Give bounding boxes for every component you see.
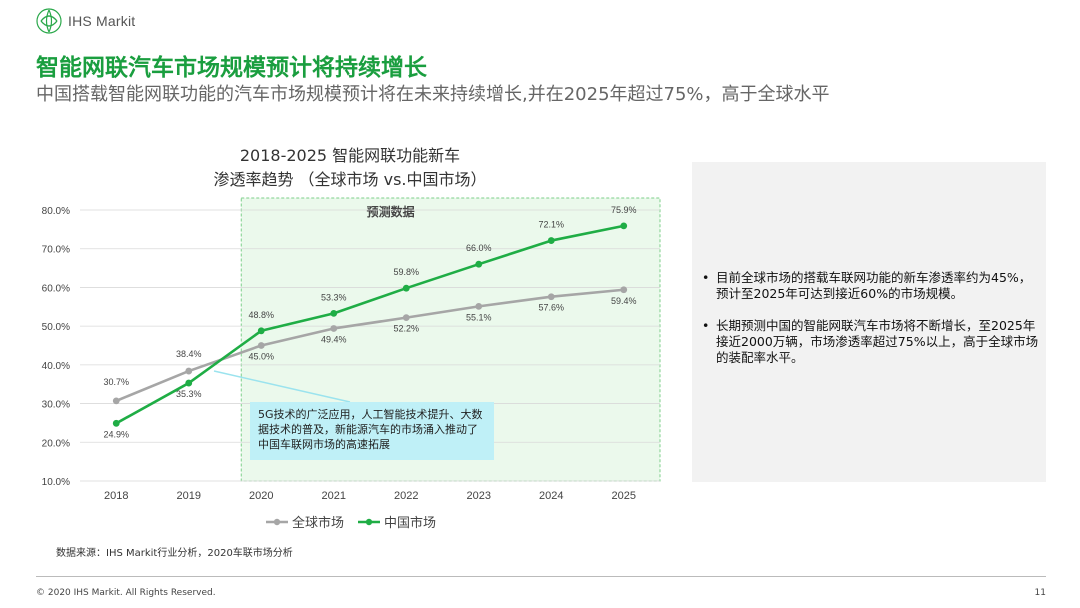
legend-label-global: 全球市场 — [292, 516, 345, 531]
copyright: © 2020 IHS Markit. All Rights Reserved. — [36, 588, 216, 598]
legend-item-china: 中国市场 — [358, 512, 436, 531]
data-label: 59.8% — [393, 267, 419, 277]
data-point — [330, 325, 338, 332]
y-tick-label: 50.0% — [42, 322, 70, 333]
chart-annotation: 5G技术的广泛应用，人工智能技术提升、大数据技术的普及，新能源汽车的市场涌入推动… — [250, 402, 494, 460]
data-label: 45.0% — [248, 352, 274, 362]
data-point — [475, 302, 483, 310]
data-point — [112, 419, 120, 427]
y-tick-label: 20.0% — [42, 438, 70, 449]
data-point — [330, 309, 338, 317]
data-label: 75.9% — [611, 205, 637, 215]
logo-text: IHS Markit — [68, 13, 136, 29]
x-tick-label: 2024 — [539, 490, 563, 502]
data-point — [257, 342, 265, 349]
data-label: 72.1% — [538, 220, 564, 230]
data-point — [620, 286, 628, 294]
data-label: 24.9% — [103, 429, 129, 439]
page-subtitle: 中国搭载智能网联功能的汽车市场规模预计将在未来持续增长,并在2025年超过75%… — [36, 84, 830, 105]
data-point — [547, 237, 555, 244]
chart-legend: 全球市场 中国市场 — [266, 512, 436, 531]
legend-swatch-china — [358, 518, 381, 525]
data-label: 57.6% — [538, 303, 564, 313]
x-tick-label: 2019 — [177, 490, 201, 502]
legend-item-global: 全球市场 — [266, 512, 344, 531]
data-point — [112, 397, 120, 405]
x-tick-label: 2025 — [612, 490, 636, 502]
x-tick-label: 2022 — [394, 490, 418, 502]
forecast-label: 预测数据 — [367, 204, 415, 219]
y-tick-label: 30.0% — [42, 400, 70, 411]
legend-swatch-global — [266, 518, 288, 525]
series-line-china — [115, 224, 625, 425]
y-tick-label: 70.0% — [42, 245, 70, 256]
note-item: 长期预测中国的智能网联汽车市场将不断增长，至2025年接近2000万辆，市场渗透… — [702, 318, 1040, 366]
chart-title-line1: 2018-2025 智能网联功能新车 — [239, 146, 461, 165]
footer-divider — [36, 576, 1046, 577]
chart-title-line2: 渗透率趋势 （全球市场 vs.中国市场） — [213, 170, 487, 189]
data-point — [547, 293, 555, 301]
data-label: 59.4% — [611, 296, 637, 306]
notes-list: 目前全球市场的搭载车联网功能的新车渗透率约为45%，预计至2025年可达到接近6… — [702, 270, 1040, 382]
x-tick-label: 2021 — [322, 490, 346, 502]
data-label: 30.7% — [103, 377, 129, 387]
data-label: 52.2% — [393, 324, 419, 334]
logo: IHS Markit — [36, 8, 135, 34]
data-label: 35.3% — [176, 389, 202, 399]
page-number: 11 — [1034, 588, 1046, 598]
x-tick-label: 2023 — [467, 490, 491, 502]
page-title: 智能网联汽车市场规模预计将持续增长 — [36, 55, 427, 81]
data-point — [185, 379, 193, 387]
notes-panel: 目前全球市场的搭载车联网功能的新车渗透率约为45%，预计至2025年可达到接近6… — [692, 162, 1046, 482]
chart-title: 2018-2025 智能网联功能新车 渗透率趋势 （全球市场 vs.中国市场） — [170, 144, 530, 192]
data-label: 66.0% — [466, 243, 492, 253]
data-label: 38.4% — [176, 349, 202, 359]
data-point — [185, 367, 193, 375]
data-point — [402, 284, 410, 292]
annotation-connector — [213, 370, 351, 403]
data-label: 55.1% — [466, 312, 492, 322]
data-label: 48.8% — [248, 310, 274, 320]
data-source: 数据来源：IHS Markit行业分析，2020车联市场分析 — [56, 548, 293, 559]
y-tick-label: 40.0% — [42, 361, 70, 372]
data-label: 53.3% — [321, 292, 347, 302]
data-point — [257, 327, 265, 335]
x-tick-label: 2018 — [104, 490, 128, 502]
note-item: 目前全球市场的搭载车联网功能的新车渗透率约为45%，预计至2025年可达到接近6… — [702, 270, 1040, 302]
x-tick-label: 2020 — [249, 490, 273, 502]
series-line-global — [115, 288, 624, 403]
y-tick-label: 80.0% — [42, 206, 70, 217]
data-point — [475, 260, 483, 268]
ihs-logo-icon — [36, 8, 62, 34]
data-point — [402, 314, 410, 322]
y-tick-label: 10.0% — [42, 477, 70, 488]
data-label: 49.4% — [321, 334, 347, 344]
data-point — [620, 222, 628, 230]
y-tick-label: 60.0% — [42, 283, 70, 294]
legend-label-china: 中国市场 — [384, 516, 437, 531]
